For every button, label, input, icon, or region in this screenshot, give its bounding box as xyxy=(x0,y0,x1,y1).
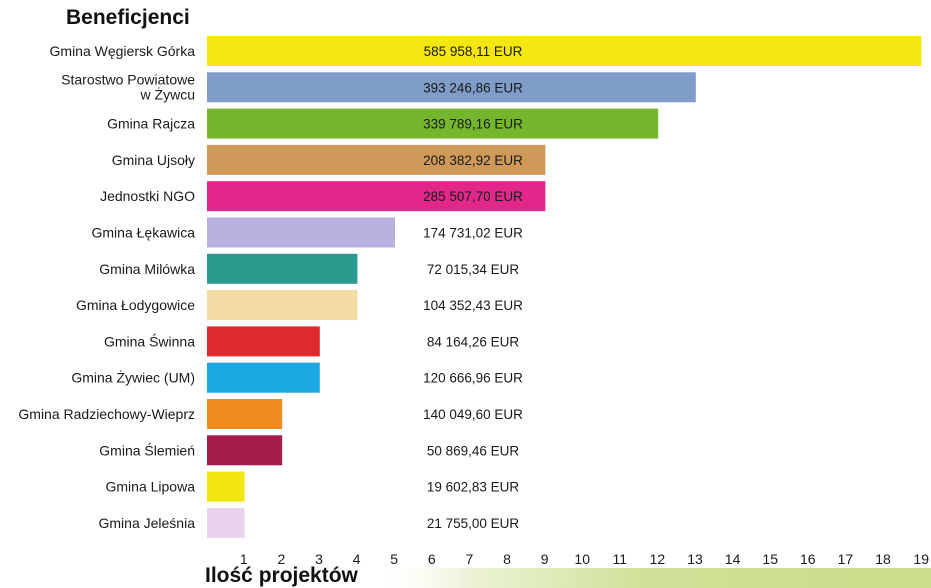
x-tick-label: 1 xyxy=(240,551,248,567)
category-label: Starostwo Powiatowe w Żywcu xyxy=(61,71,195,102)
x-tick-label: 7 xyxy=(466,551,474,567)
bar xyxy=(207,181,546,212)
x-tick-label: 8 xyxy=(503,551,511,567)
data-label: 393 246,86 EUR xyxy=(423,80,523,95)
data-label: 50 869,46 EUR xyxy=(427,443,520,458)
bar xyxy=(207,217,395,248)
bar xyxy=(207,435,283,466)
x-tick-label: 19 xyxy=(913,551,929,567)
category-label: Gmina Ujsoły xyxy=(112,152,195,168)
category-label: Gmina Świnna xyxy=(104,332,195,349)
bar xyxy=(207,144,546,175)
x-tick-label: 14 xyxy=(725,551,741,567)
data-label: 339 789,16 EUR xyxy=(423,117,523,132)
bar xyxy=(207,362,320,393)
x-tick-label: 3 xyxy=(315,551,323,567)
data-label: 104 352,43 EUR xyxy=(423,298,523,313)
category-label: Gmina Rajcza xyxy=(107,116,195,132)
category-label: Gmina Lipowa xyxy=(106,479,196,495)
data-label: 84 164,26 EUR xyxy=(427,334,520,349)
bar xyxy=(207,507,245,538)
data-label: 120 666,96 EUR xyxy=(423,371,523,386)
x-tick-label: 12 xyxy=(650,551,666,567)
x-tick-label: 2 xyxy=(278,551,286,567)
x-tick-label: 4 xyxy=(353,551,361,567)
category-label: Gmina Jeleśnia xyxy=(99,515,196,531)
category-label: Gmina Ślemień xyxy=(99,441,195,458)
chart-title: Beneficjenci xyxy=(66,6,190,29)
category-label: Jednostki NGO xyxy=(100,188,195,204)
category-label: Gmina Łękawica xyxy=(92,225,196,241)
x-tick-label: 11 xyxy=(613,551,628,567)
x-tick-label: 5 xyxy=(390,551,398,567)
bar xyxy=(207,253,358,284)
x-tick-label: 13 xyxy=(687,551,703,567)
bar xyxy=(207,108,659,139)
bar xyxy=(207,72,696,103)
data-label: 208 382,92 EUR xyxy=(423,153,523,168)
x-axis-band xyxy=(368,568,931,588)
data-label: 72 015,34 EUR xyxy=(427,262,520,277)
x-tick-label: 17 xyxy=(838,551,854,567)
data-label: 19 602,83 EUR xyxy=(427,480,520,495)
category-label: Gmina Łodygowice xyxy=(76,297,195,313)
x-tick-label: 15 xyxy=(762,551,778,567)
x-tick-label: 10 xyxy=(574,551,590,567)
bar xyxy=(207,326,320,357)
x-tick-label: 16 xyxy=(800,551,816,567)
bar xyxy=(207,36,922,66)
x-tick-label: 6 xyxy=(428,551,436,567)
bar xyxy=(207,399,283,429)
data-label: 285 507,70 EUR xyxy=(423,189,523,204)
category-label: Gmina Żywiec (UM) xyxy=(71,369,195,386)
bar xyxy=(207,471,245,502)
category-label: Gmina Milówka xyxy=(99,261,195,277)
x-axis-title: Ilość projektów xyxy=(205,564,358,587)
data-label: 585 958,11 EUR xyxy=(424,44,523,59)
data-label: 140 049,60 EUR xyxy=(423,407,523,422)
data-label: 21 755,00 EUR xyxy=(427,516,520,531)
data-label: 174 731,02 EUR xyxy=(423,226,523,241)
bar xyxy=(207,290,358,321)
x-tick-label: 9 xyxy=(541,551,549,567)
category-label: Gmina Radziechowy-Wieprz xyxy=(18,406,195,422)
category-label: Gmina Węgiersk Górka xyxy=(50,43,196,59)
x-tick-label: 18 xyxy=(875,551,891,567)
